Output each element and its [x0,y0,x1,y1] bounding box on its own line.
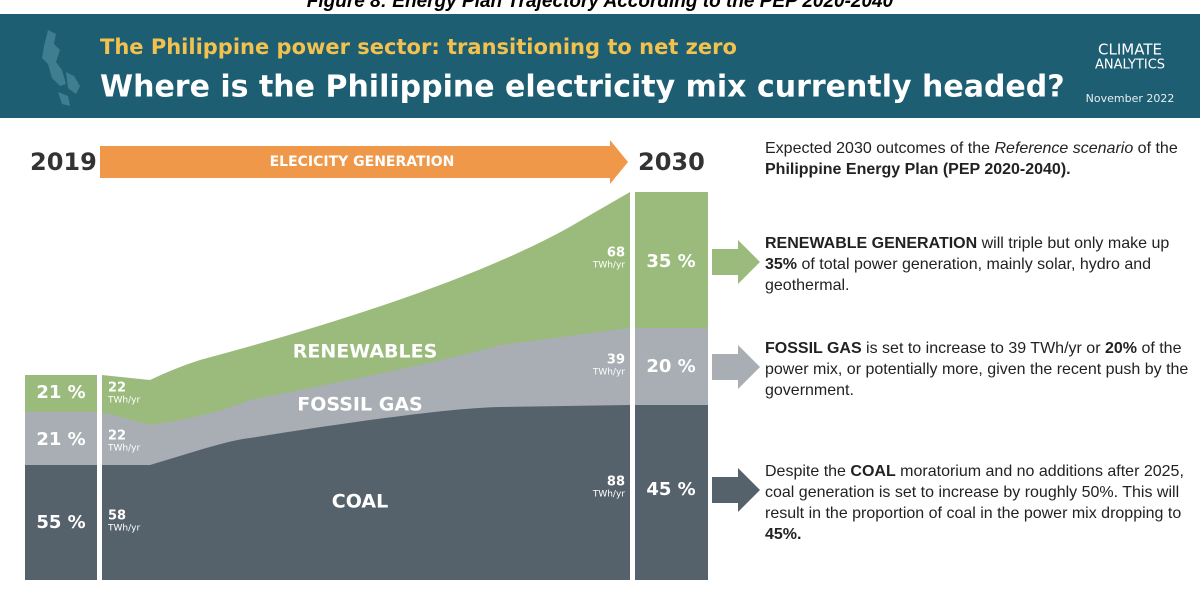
unit: TWh/yr [592,261,625,271]
note-text: Expected 2030 outcomes of the [765,140,995,157]
logo: CLIMATE [1098,41,1162,59]
coal-area [102,405,630,580]
note-text: 45%. [765,526,802,543]
value-2030: 88 [607,475,625,490]
header-subtitle: The Philippine power sector: transitioni… [100,35,737,59]
value-2030: 68 [607,246,625,261]
share-2019: 55 % [36,512,85,533]
note-text: FOSSIL GAS [765,340,862,357]
caption: Figure 8: Energy Plan Trajectory Accordi… [307,0,894,12]
bar-2030-renewables [635,192,708,328]
bar-2019-gas [25,412,97,465]
note-text: moratorium and no additions after 2025, … [765,463,1184,522]
note-paragraph: Expected 2030 outcomes of the Reference … [765,138,1195,180]
note-paragraph: RENEWABLE GENERATION will triple but onl… [765,233,1195,296]
value-2030: 39 [607,353,625,368]
note-paragraph: FOSSIL GAS is set to increase to 39 TWh/… [765,338,1195,401]
note-text: of the [1133,140,1178,157]
note-paragraph: Despite the COAL moratorium and no addit… [765,461,1195,545]
unit: TWh/yr [107,396,140,406]
note-text: of total power generation, mainly solar,… [765,256,1152,294]
value-2019: 22 [108,381,126,396]
note-text: is set to increase to 39 TWh/yr or [861,340,1105,357]
time-arrow [100,140,628,184]
watermark: Renewable [242,191,302,204]
bar-2030-gas [635,328,708,405]
note-text: Reference scenario [994,140,1134,157]
note-text: 20% [1104,340,1137,357]
band-name: FOSSIL GAS [297,394,422,416]
note-text: Despite the [765,463,851,480]
bar-2019-renewables [25,375,97,412]
share-2030: 20 % [646,356,695,377]
band-name: COAL [332,491,388,513]
header-title: Where is the Philippine electricity mix … [100,70,1065,105]
note-text: Philippine Energy Plan (PEP 2020-2040). [765,161,1071,178]
unit: TWh/yr [107,444,140,454]
pointer-arrow [712,240,760,284]
pointer-arrow [712,468,760,512]
logo: ANALYTICS [1095,58,1165,73]
band-name: RENEWABLES [293,341,438,363]
note-text: 35% [765,256,798,273]
note-text: of the power mix, or potentially more, g… [765,340,1189,399]
arrow-label: ELECICITY GENERATION [270,154,455,170]
end-year: 2030 [638,148,705,176]
unit: TWh/yr [592,490,625,500]
watermark: energy [253,207,292,220]
start-year: 2019 [30,148,97,176]
bar-2030-coal [635,405,708,580]
pointer-arrow [712,345,760,389]
share-2030: 35 % [646,251,695,272]
map-icon [42,30,80,106]
note-text: COAL [850,463,896,480]
unit: TWh/yr [107,524,140,534]
value-2019: 22 [108,429,126,444]
unit: TWh/yr [592,368,625,378]
header-date: November 2022 [1086,92,1175,105]
bar-2019-coal [25,465,97,580]
header-band [0,14,1200,118]
share-2019: 21 % [36,429,85,450]
note-text: will triple but only make up [977,235,1170,252]
share-2030: 45 % [646,479,695,500]
share-2019: 21 % [36,382,85,403]
value-2019: 58 [108,509,126,524]
note-text: RENEWABLE GENERATION [765,235,978,252]
